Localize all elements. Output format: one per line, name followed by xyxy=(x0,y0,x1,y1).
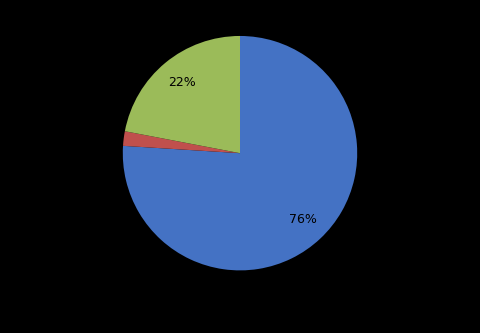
Wedge shape xyxy=(123,131,240,153)
Wedge shape xyxy=(125,36,240,153)
Text: 22%: 22% xyxy=(168,76,195,89)
Wedge shape xyxy=(123,36,357,270)
Text: 76%: 76% xyxy=(288,213,316,226)
